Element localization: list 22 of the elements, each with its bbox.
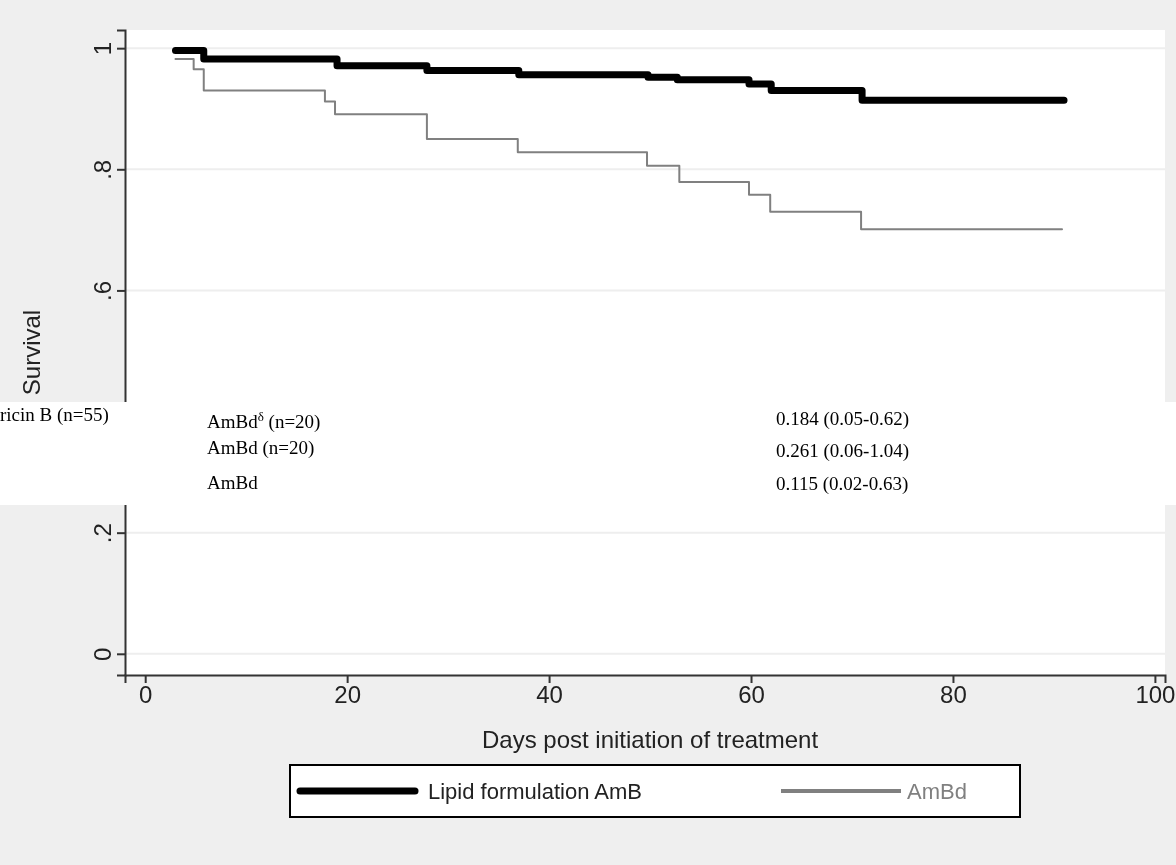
x-tick-label: 0 bbox=[139, 681, 153, 709]
x-tick-label: 20 bbox=[334, 681, 361, 709]
annotation: AmBd bbox=[207, 472, 259, 493]
text: ricin B (n=55) bbox=[0, 404, 109, 426]
x-tick-label: 40 bbox=[536, 681, 563, 709]
annotation: 0.184 (0.05-0.62) bbox=[776, 408, 909, 430]
x-tick-label: 60 bbox=[738, 681, 765, 709]
annotation: AmBd (n=20) bbox=[207, 437, 315, 459]
text: Lipid formulation AmB bbox=[428, 778, 642, 804]
annotation: 0.115 (0.02-0.63) bbox=[776, 473, 909, 495]
annotation: 0.261 (0.06-1.04) bbox=[776, 440, 909, 462]
x-tick-label: 80 bbox=[940, 681, 967, 709]
x-axis-title: Days post initiation of treatment bbox=[481, 726, 819, 753]
y-axis-title: Survival bbox=[18, 309, 45, 396]
y-tick-label: .8 bbox=[89, 159, 117, 180]
y-tick-label: 1 bbox=[89, 41, 117, 56]
x-tick-label: 100 bbox=[1135, 681, 1176, 709]
y-tick-label: .6 bbox=[89, 280, 117, 301]
y-tick-label: .2 bbox=[89, 523, 117, 544]
y-tick-label: 0 bbox=[89, 647, 117, 661]
annotation: AmBd$^{δ}$ (n=20) bbox=[207, 408, 321, 433]
text: AmBd bbox=[907, 778, 967, 804]
